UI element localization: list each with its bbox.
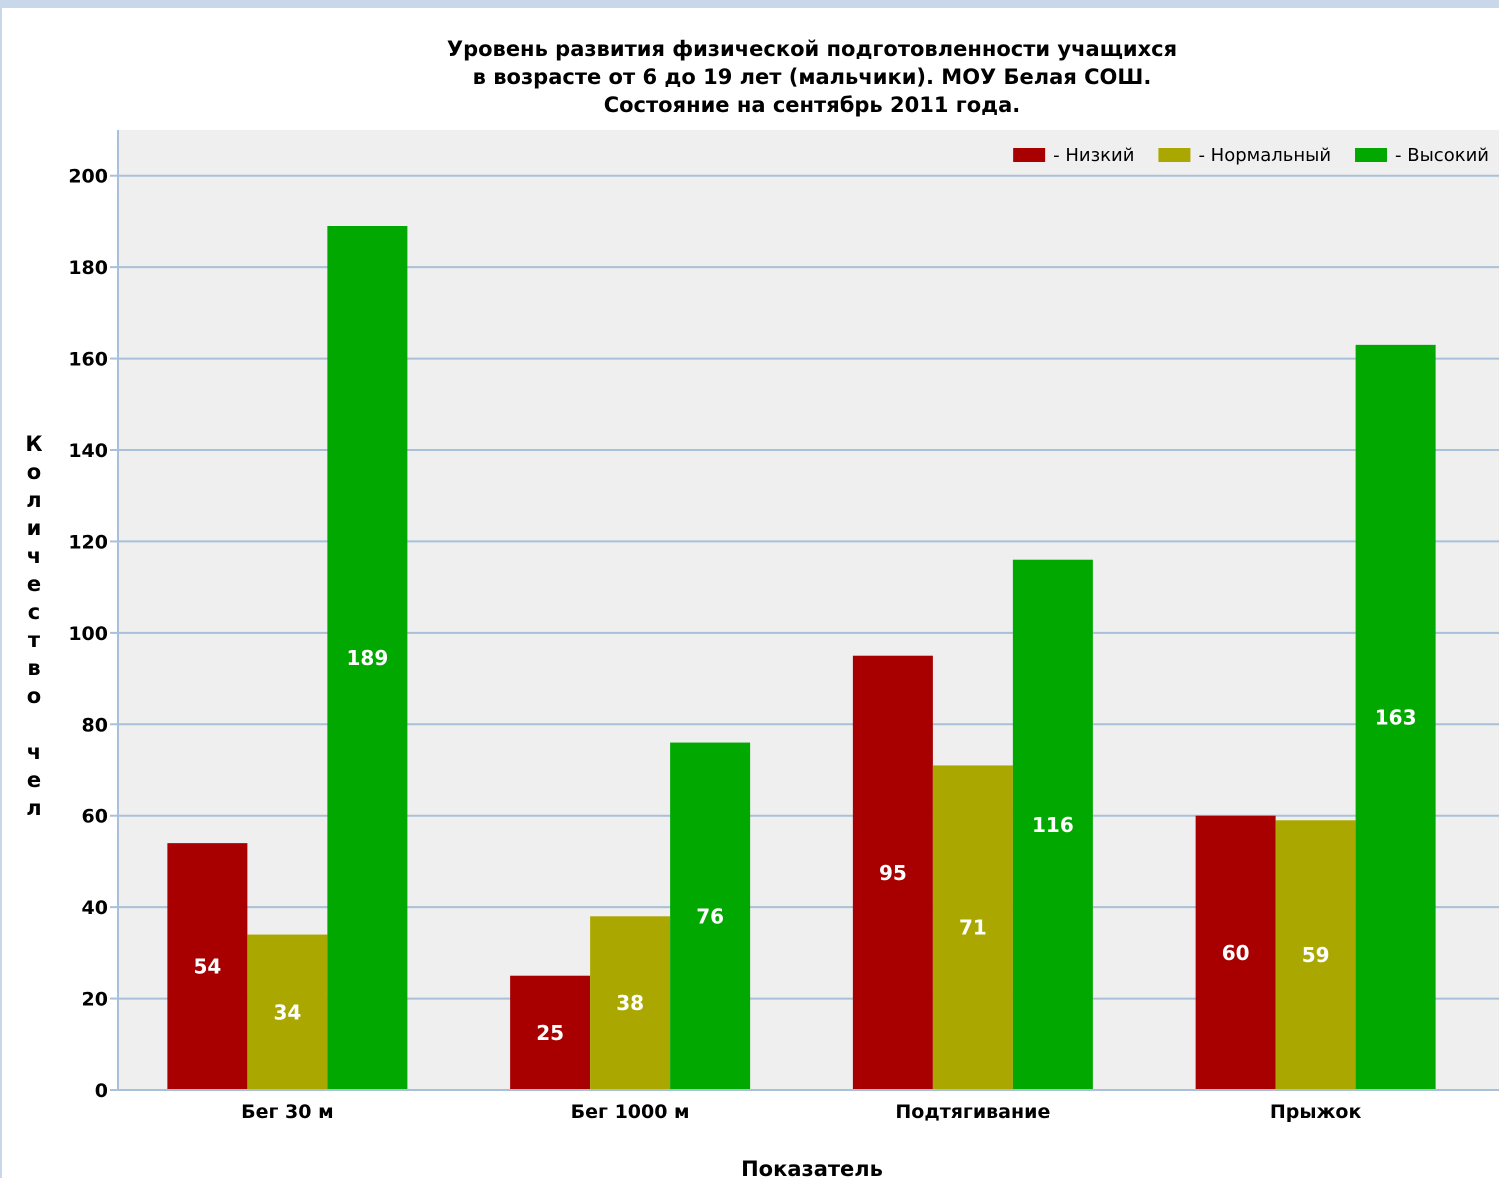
legend-label: - Нормальный (1198, 145, 1331, 166)
y-tick-label: 140 (68, 440, 108, 462)
y-axis-title-char: о (27, 684, 41, 708)
y-axis-title-char: о (27, 460, 41, 484)
data-label: 34 (273, 1000, 301, 1024)
y-tick-label: 200 (68, 166, 108, 188)
y-axis-title-char: ч (27, 544, 41, 568)
y-axis-title-char: с (28, 600, 40, 624)
bar (670, 742, 751, 1090)
x-tick-label: Подтягивание (895, 1101, 1050, 1123)
x-tick-label: Прыжок (1270, 1101, 1362, 1123)
y-tick-label: 100 (68, 623, 108, 645)
y-tick-label: 120 (68, 531, 108, 553)
bars (167, 226, 1436, 1090)
y-axis-title-char: и (27, 516, 42, 540)
y-tick-label: 60 (82, 806, 108, 828)
chart-title: Уровень развития физической подготовленн… (447, 37, 1177, 117)
y-axis-title-char: т (28, 628, 41, 652)
data-label: 60 (1222, 941, 1250, 965)
legend: - Низкий - Нормальный - Высокий (1013, 145, 1489, 166)
bar (167, 843, 248, 1090)
bar (510, 975, 591, 1090)
bar (247, 934, 328, 1090)
chart-title-line: в возрасте от 6 до 19 лет (мальчики). МО… (473, 65, 1152, 89)
data-label: 54 (193, 955, 221, 979)
data-label: 71 (959, 916, 987, 940)
y-axis-title-char: е (27, 572, 41, 596)
bar (1355, 344, 1436, 1090)
x-axis-title: Показатель (741, 1157, 883, 1178)
data-label: 116 (1032, 813, 1074, 837)
y-tick-label: 20 (82, 989, 108, 1011)
y-axis-title-char: в (27, 656, 40, 680)
y-axis-title-char: л (26, 796, 41, 820)
y-axis-title-char: л (26, 488, 41, 512)
legend-swatch (1158, 148, 1191, 162)
y-tick-label: 0 (95, 1080, 108, 1102)
y-axis-title-char: К (25, 432, 42, 456)
bar (327, 226, 408, 1090)
bar (852, 655, 933, 1090)
legend-swatch (1355, 148, 1388, 162)
y-axis-title-char: ч (27, 740, 41, 764)
legend-label: - Низкий (1053, 145, 1134, 166)
data-label: 25 (536, 1021, 564, 1045)
y-tick-label: 40 (82, 897, 108, 919)
chart-title-line: Состояние на сентябрь 2011 года. (604, 93, 1021, 117)
data-labels: 54 34 189 25 38 76 95 71 116 60 59 163 (193, 646, 1416, 1045)
legend-swatch (1013, 148, 1046, 162)
y-axis-title-char: е (27, 768, 41, 792)
bar (1012, 559, 1093, 1090)
x-tick-label: Бег 30 м (241, 1101, 334, 1123)
y-tick-labels: 0 20 40 60 80 100 120 140 160 180 200 (68, 166, 108, 1102)
x-tick-labels: Бег 30 м Бег 1000 м Подтягивание Прыжок (241, 1101, 1361, 1123)
chart-title-line: Уровень развития физической подготовленн… (447, 37, 1177, 61)
axes (117, 130, 1499, 1091)
data-label: 76 (696, 904, 724, 928)
y-tick-label: 160 (68, 349, 108, 371)
y-tick-label: 80 (82, 714, 108, 736)
data-label: 38 (616, 991, 644, 1015)
data-label: 163 (1375, 705, 1417, 729)
data-label: 59 (1302, 943, 1330, 967)
y-tick-label: 180 (68, 257, 108, 279)
legend-label: - Высокий (1395, 145, 1489, 166)
bar (932, 765, 1013, 1090)
bar (1195, 815, 1276, 1090)
data-label: 189 (347, 646, 389, 670)
data-label: 95 (879, 861, 907, 885)
x-tick-label: Бег 1000 м (571, 1101, 690, 1123)
bar (1275, 820, 1356, 1090)
bar (590, 916, 671, 1090)
